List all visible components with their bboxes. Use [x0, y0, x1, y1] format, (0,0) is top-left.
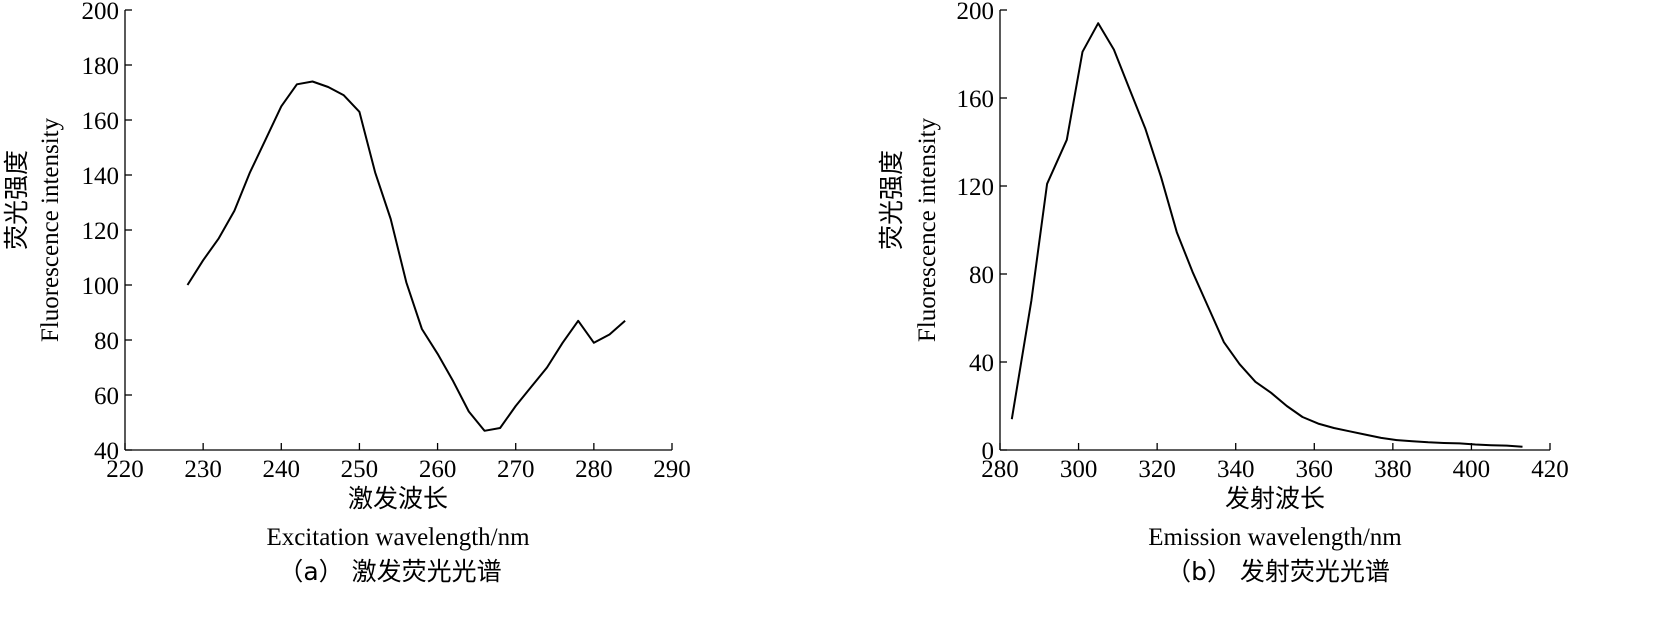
- series-line-a: [186, 80, 626, 432]
- x-tick-label-b: 340: [1217, 456, 1255, 483]
- x-tick-label-a: 260: [419, 456, 457, 483]
- y-axis-label-cn-b: 荧光强度: [877, 150, 906, 250]
- x-axis-label-cn-b: 发射波长: [1225, 484, 1325, 513]
- panel-caption-a: （a） 激发荧光光谱: [278, 557, 501, 586]
- y-tick-label-a: 60: [94, 383, 119, 410]
- y-tick-label-b: 0: [982, 438, 995, 465]
- y-tick-label-b: 80: [969, 262, 994, 289]
- y-tick-label-b: 120: [957, 174, 995, 201]
- chart-panel-b: 280 300 320 340 360 380 400 420 0 40 80 120 160 200 发射…: [877, 0, 1569, 586]
- x-tick-label-b: 300: [1060, 456, 1098, 483]
- y-tick-label-a: 160: [82, 108, 120, 135]
- x-tick-label-b: 380: [1374, 456, 1412, 483]
- x-tick-label-b: 400: [1453, 456, 1491, 483]
- chart-panel-a: 220 230 240 250 260 270 280 290 40 60 80 100 120 140 1…: [2, 0, 691, 586]
- y-tick-label-a: 200: [82, 0, 120, 25]
- y-axis-label-b: Fluorescence intensity: [914, 117, 941, 342]
- y-tick-label-a: 180: [82, 53, 120, 80]
- y-tick-label-a: 120: [82, 218, 120, 245]
- x-tick-label-a: 230: [184, 456, 222, 483]
- y-tick-label-b: 40: [969, 350, 994, 377]
- y-tick-label-b: 200: [957, 0, 995, 25]
- series-line-b: [1010, 22, 1523, 448]
- y-axis-label-cn-a: 荧光强度: [2, 150, 31, 250]
- y-tick-label-a: 140: [82, 163, 120, 190]
- x-tick-label-a: 290: [653, 456, 691, 483]
- x-tick-label-b: 360: [1296, 456, 1334, 483]
- x-tick-label-a: 250: [341, 456, 379, 483]
- y-tick-label-b: 160: [957, 86, 995, 113]
- x-axis-label-b: Emission wavelength/nm: [1148, 524, 1402, 551]
- x-tick-label-b: 320: [1138, 456, 1176, 483]
- x-axis-label-a: Excitation wavelength/nm: [266, 524, 530, 551]
- x-tick-label-a: 280: [575, 456, 613, 483]
- y-tick-label-a: 80: [94, 328, 119, 355]
- x-tick-label-b: 280: [981, 456, 1019, 483]
- x-tick-label-b: 420: [1531, 456, 1569, 483]
- x-tick-label-a: 220: [106, 456, 144, 483]
- x-tick-label-a: 240: [263, 456, 301, 483]
- y-axis-label-a: Fluorescence intensity: [37, 117, 64, 342]
- x-axis-label-cn-a: 激发波长: [348, 484, 448, 513]
- panel-caption-b: （b） 发射荧光光谱: [1166, 557, 1390, 586]
- y-tick-label-a: 40: [94, 438, 119, 465]
- y-tick-label-a: 100: [82, 273, 120, 300]
- x-tick-label-a: 270: [497, 456, 535, 483]
